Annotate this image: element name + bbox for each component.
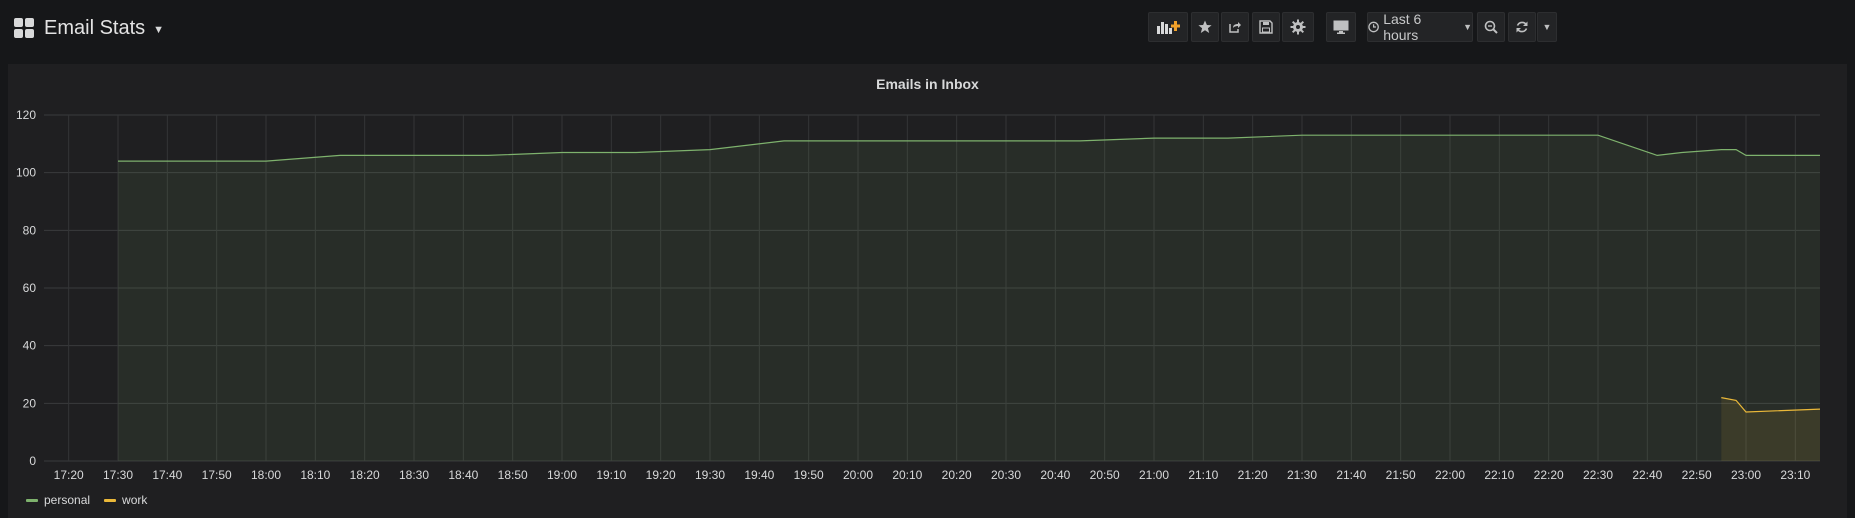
legend-label-work: work	[122, 493, 147, 507]
x-tick-label: 17:50	[202, 468, 232, 482]
y-tick-label: 40	[23, 339, 37, 353]
legend: personal work	[26, 493, 147, 507]
x-tick-label: 21:30	[1287, 468, 1317, 482]
x-tick-label: 17:30	[103, 468, 133, 482]
x-tick-label: 21:40	[1336, 468, 1366, 482]
x-tick-label: 21:10	[1188, 468, 1218, 482]
x-tick-label: 20:30	[991, 468, 1021, 482]
x-tick-label: 23:00	[1731, 468, 1761, 482]
x-tick-label: 20:20	[942, 468, 972, 482]
x-tick-label: 19:30	[695, 468, 725, 482]
y-tick-label: 120	[16, 108, 36, 122]
x-tick-label: 22:00	[1435, 468, 1465, 482]
x-tick-label: 22:50	[1682, 468, 1712, 482]
y-tick-label: 60	[23, 281, 37, 295]
y-tick-label: 80	[23, 223, 37, 237]
x-tick-label: 21:20	[1238, 468, 1268, 482]
x-tick-label: 20:40	[1040, 468, 1070, 482]
x-tick-label: 22:30	[1583, 468, 1613, 482]
legend-swatch-work	[104, 499, 116, 502]
x-tick-label: 18:40	[448, 468, 478, 482]
y-tick-label: 100	[16, 166, 36, 180]
x-tick-label: 21:00	[1139, 468, 1169, 482]
x-tick-label: 22:10	[1484, 468, 1514, 482]
legend-swatch-personal	[26, 499, 38, 502]
x-tick-label: 18:20	[350, 468, 380, 482]
y-tick-label: 0	[29, 454, 36, 468]
legend-item-personal[interactable]: personal	[26, 493, 90, 507]
x-tick-label: 20:00	[843, 468, 873, 482]
x-tick-label: 23:10	[1780, 468, 1810, 482]
x-tick-label: 20:50	[1090, 468, 1120, 482]
x-tick-label: 20:10	[892, 468, 922, 482]
x-tick-label: 19:20	[646, 468, 676, 482]
x-tick-label: 18:50	[498, 468, 528, 482]
x-tick-label: 18:10	[300, 468, 330, 482]
x-tick-label: 19:10	[596, 468, 626, 482]
series-area-personal	[118, 135, 1820, 461]
x-tick-label: 22:40	[1632, 468, 1662, 482]
x-tick-label: 21:50	[1386, 468, 1416, 482]
legend-item-work[interactable]: work	[104, 493, 147, 507]
x-tick-label: 19:50	[794, 468, 824, 482]
x-tick-label: 17:20	[54, 468, 84, 482]
x-tick-label: 18:30	[399, 468, 429, 482]
y-tick-label: 20	[23, 396, 37, 410]
x-tick-label: 18:00	[251, 468, 281, 482]
x-tick-label: 17:40	[152, 468, 182, 482]
x-tick-label: 22:20	[1534, 468, 1564, 482]
x-tick-label: 19:40	[744, 468, 774, 482]
legend-label-personal: personal	[44, 493, 90, 507]
x-tick-label: 19:00	[547, 468, 577, 482]
